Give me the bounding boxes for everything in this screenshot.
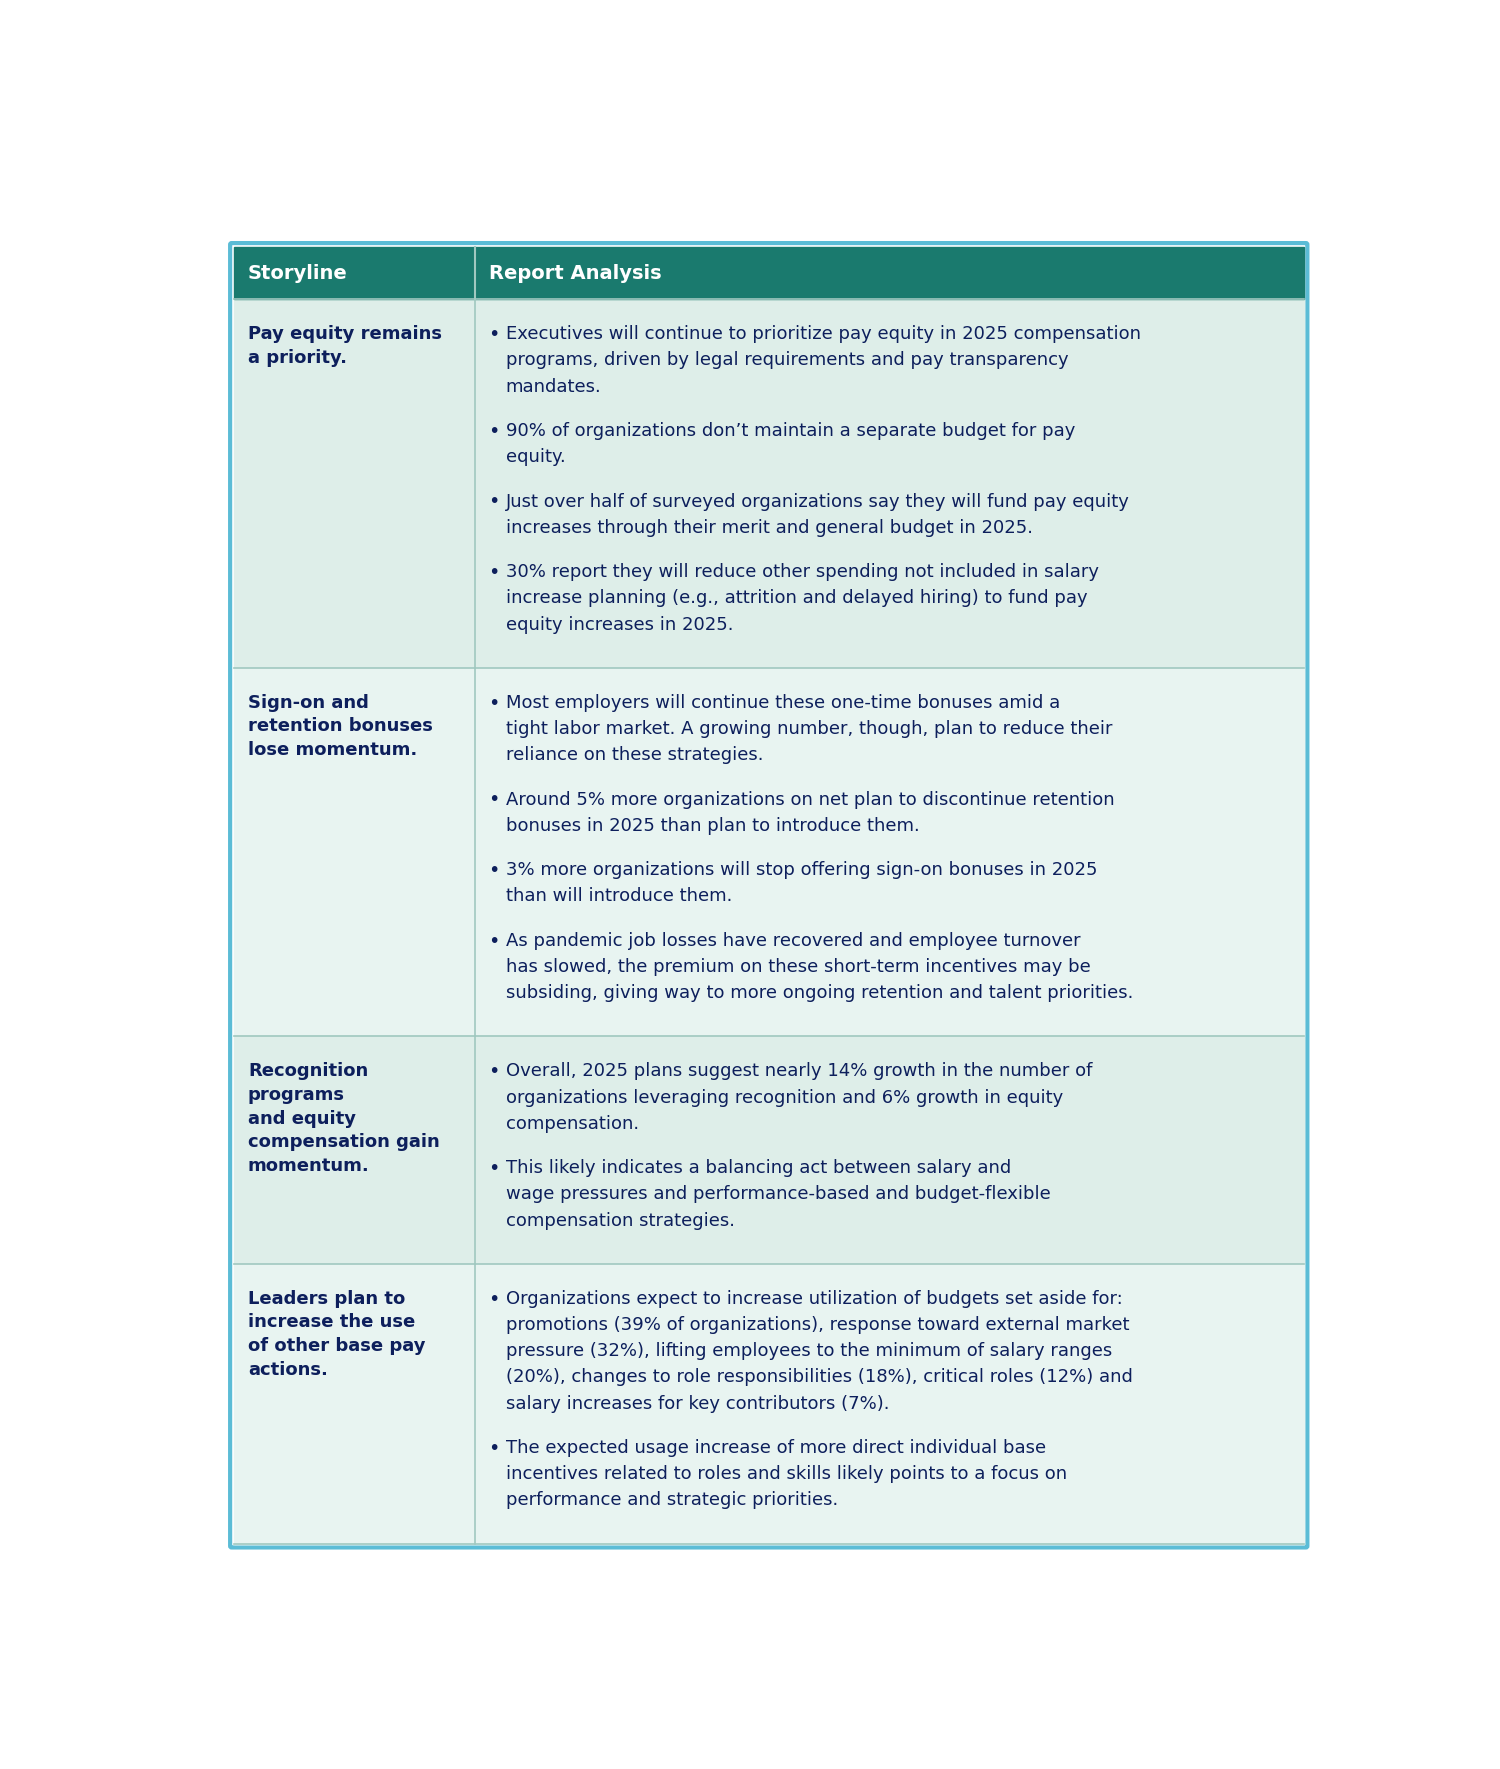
Text: •: • xyxy=(489,791,500,810)
Text: Organizations expect to increase utilization of budgets set aside for:: Organizations expect to increase utiliza… xyxy=(506,1290,1122,1307)
Text: equity.: equity. xyxy=(506,448,566,467)
Text: Recognition
programs
and equity
compensation gain
momentum.: Recognition programs and equity compensa… xyxy=(248,1063,440,1175)
Text: salary increases for key contributors (7%).: salary increases for key contributors (7… xyxy=(506,1394,890,1413)
Text: Overall, 2025 plans suggest nearly 14% growth in the number of: Overall, 2025 plans suggest nearly 14% g… xyxy=(506,1063,1092,1081)
Bar xyxy=(234,299,1304,669)
Text: •: • xyxy=(489,1290,500,1309)
Text: •: • xyxy=(489,1159,500,1178)
Text: 3% more organizations will stop offering sign-on bonuses in 2025: 3% more organizations will stop offering… xyxy=(506,862,1096,879)
Text: As pandemic job losses have recovered and employee turnover: As pandemic job losses have recovered an… xyxy=(506,932,1080,950)
Text: compensation strategies.: compensation strategies. xyxy=(506,1212,735,1229)
Text: Sign-on and
retention bonuses
lose momentum.: Sign-on and retention bonuses lose momen… xyxy=(248,693,433,759)
Text: (20%), changes to role responsibilities (18%), critical roles (12%) and: (20%), changes to role responsibilities … xyxy=(506,1369,1132,1387)
Bar xyxy=(234,669,1304,1037)
FancyBboxPatch shape xyxy=(230,242,1308,1548)
Text: tight labor market. A growing number, though, plan to reduce their: tight labor market. A growing number, th… xyxy=(506,720,1112,738)
Text: Just over half of surveyed organizations say they will fund pay equity: Just over half of surveyed organizations… xyxy=(506,494,1130,511)
Bar xyxy=(234,1263,1304,1544)
Text: wage pressures and performance-based and budget-flexible: wage pressures and performance-based and… xyxy=(506,1185,1050,1203)
Text: Pay equity remains
a priority.: Pay equity remains a priority. xyxy=(248,325,442,366)
Text: •: • xyxy=(489,421,500,440)
Text: •: • xyxy=(489,693,500,713)
Text: organizations leveraging recognition and 6% growth in equity: organizations leveraging recognition and… xyxy=(506,1088,1064,1107)
Bar xyxy=(234,1037,1304,1263)
Text: •: • xyxy=(489,1061,500,1081)
Text: increases through their merit and general budget in 2025.: increases through their merit and genera… xyxy=(506,518,1032,536)
Text: •: • xyxy=(489,862,500,879)
Text: 30% report they will reduce other spending not included in salary: 30% report they will reduce other spendi… xyxy=(506,563,1098,582)
Text: Storyline: Storyline xyxy=(248,264,348,283)
Text: promotions (39% of organizations), response toward external market: promotions (39% of organizations), respo… xyxy=(506,1316,1130,1334)
Text: performance and strategic priorities.: performance and strategic priorities. xyxy=(506,1491,839,1509)
Text: 90% of organizations don’t maintain a separate budget for pay: 90% of organizations don’t maintain a se… xyxy=(506,423,1076,440)
Text: •: • xyxy=(489,1438,500,1458)
Text: bonuses in 2025 than plan to introduce them.: bonuses in 2025 than plan to introduce t… xyxy=(506,817,920,835)
Text: Executives will continue to prioritize pay equity in 2025 compensation: Executives will continue to prioritize p… xyxy=(506,325,1140,343)
Text: Leaders plan to
increase the use
of other base pay
actions.: Leaders plan to increase the use of othe… xyxy=(248,1290,426,1378)
Bar xyxy=(234,248,1304,299)
Text: subsiding, giving way to more ongoing retention and talent priorities.: subsiding, giving way to more ongoing re… xyxy=(506,984,1132,1003)
Text: •: • xyxy=(489,932,500,950)
Text: Around 5% more organizations on net plan to discontinue retention: Around 5% more organizations on net plan… xyxy=(506,791,1114,808)
Text: •: • xyxy=(489,325,500,343)
Text: The expected usage increase of more direct individual base: The expected usage increase of more dire… xyxy=(506,1438,1046,1458)
Text: equity increases in 2025.: equity increases in 2025. xyxy=(506,616,734,633)
Text: mandates.: mandates. xyxy=(506,379,602,396)
Text: •: • xyxy=(489,563,500,582)
Text: compensation.: compensation. xyxy=(506,1114,639,1132)
Text: Report Analysis: Report Analysis xyxy=(489,264,662,283)
Text: has slowed, the premium on these short-term incentives may be: has slowed, the premium on these short-t… xyxy=(506,959,1090,976)
Text: programs, driven by legal requirements and pay transparency: programs, driven by legal requirements a… xyxy=(506,352,1068,370)
Text: increase planning (e.g., attrition and delayed hiring) to fund pay: increase planning (e.g., attrition and d… xyxy=(506,589,1088,607)
Text: This likely indicates a balancing act between salary and: This likely indicates a balancing act be… xyxy=(506,1159,1011,1176)
Text: pressure (32%), lifting employees to the minimum of salary ranges: pressure (32%), lifting employees to the… xyxy=(506,1343,1112,1360)
Text: reliance on these strategies.: reliance on these strategies. xyxy=(506,747,764,764)
Text: •: • xyxy=(489,492,500,511)
Text: than will introduce them.: than will introduce them. xyxy=(506,888,732,906)
Text: Most employers will continue these one-time bonuses amid a: Most employers will continue these one-t… xyxy=(506,693,1060,711)
Text: incentives related to roles and skills likely points to a focus on: incentives related to roles and skills l… xyxy=(506,1465,1066,1482)
